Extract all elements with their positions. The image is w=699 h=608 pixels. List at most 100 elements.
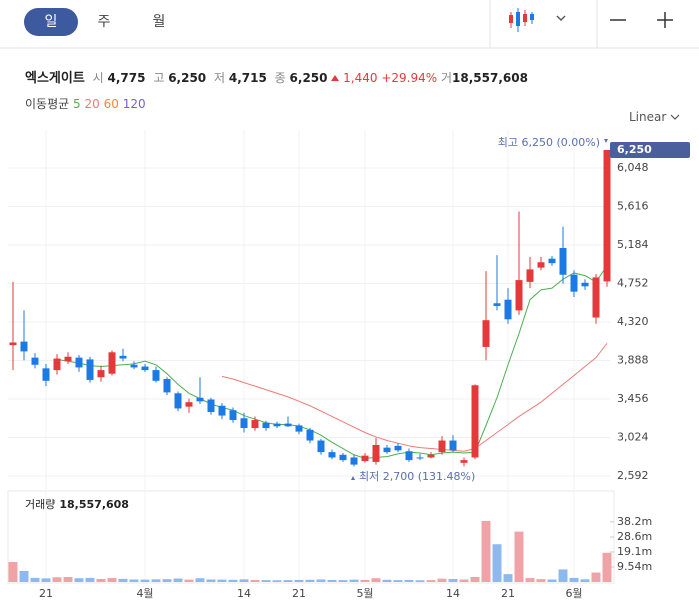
price-tag-bg [610, 141, 690, 158]
change-pct: +29.94% [381, 71, 438, 85]
x-tick-label: 21 [39, 587, 53, 600]
volume-bar [382, 579, 392, 582]
legend-item: 60 [103, 97, 119, 111]
candle-body [251, 420, 259, 429]
volume-title: 거래량 18,557,608 [25, 498, 129, 511]
candle-body [53, 358, 61, 371]
candle-body [196, 397, 204, 402]
y-tick-label: 9.54m [617, 560, 652, 573]
volume-label: 거 [440, 71, 453, 85]
volume-bar [74, 578, 84, 582]
candle-body [526, 269, 534, 282]
volume-bar [217, 579, 227, 582]
volume-bar [580, 579, 590, 582]
candle-body [108, 352, 116, 374]
tab-day[interactable]: 일 [24, 8, 78, 36]
volume-bar [272, 580, 282, 582]
quote-value: 4,775 [107, 71, 146, 85]
candle-body [42, 368, 50, 381]
chevron [670, 114, 680, 120]
candle-body [86, 359, 94, 380]
candle-body [240, 418, 248, 429]
volume-bar [371, 578, 381, 582]
volume-bar [107, 578, 117, 582]
candle-body [548, 258, 556, 264]
zoom-in[interactable] [657, 12, 673, 28]
candle-body [339, 454, 347, 461]
candle-body [416, 457, 424, 459]
volume-bar [195, 578, 205, 582]
price-tag: 6,250 [617, 143, 652, 156]
low-marker [351, 476, 355, 480]
candle-body [504, 299, 512, 320]
candle-body [31, 357, 39, 365]
candle-body [20, 341, 28, 352]
candle-body [130, 364, 138, 368]
ma-line [221, 343, 608, 452]
quote-line: 엑스게이트 시 4,775 고 6,250 저 4,715 종 6,250 1,… [25, 67, 528, 86]
volume-bar [239, 579, 249, 582]
low-annotation: 최저 2,700 (131.48%) [359, 470, 475, 483]
volume-bar [404, 579, 414, 582]
volume-bar [470, 576, 480, 582]
candle-body [218, 405, 226, 416]
tab-month[interactable]: 월 [152, 14, 166, 30]
candle-body [64, 356, 72, 362]
legend-title: 이동평균 [25, 97, 70, 111]
volume-title-label: 거래량 [25, 498, 55, 511]
volume-bar [19, 570, 29, 582]
candle-body [185, 402, 193, 407]
tab-week[interactable]: 주 [97, 14, 111, 30]
y-tick-label: 6,048 [617, 161, 649, 174]
stock-name: 엑스게이트 [25, 71, 85, 86]
candle-body [97, 370, 105, 378]
legend-item: 20 [84, 97, 100, 111]
volume-bar [338, 580, 348, 582]
candle-body [515, 280, 523, 311]
candle-body [471, 385, 479, 458]
volume-bar [448, 579, 458, 582]
candle-body [141, 366, 149, 371]
volume-bar [206, 579, 216, 582]
candle-body [295, 425, 303, 432]
y-tick-label: 5,184 [617, 238, 649, 251]
volume-title-value: 18,557,608 [59, 498, 129, 511]
y-tick-label: 3,888 [617, 353, 649, 366]
legend-item: 120 [122, 97, 146, 111]
candle-body [262, 422, 270, 429]
volume-bar [316, 579, 326, 582]
y-tick-label: 2,592 [617, 469, 649, 482]
x-tick-label: 21 [501, 587, 515, 600]
y-tick-label: 28.6m [617, 530, 652, 543]
volume-bar [228, 579, 238, 582]
y-tick-label: 4,320 [617, 315, 649, 328]
y-tick-label: 4,752 [617, 276, 649, 289]
scale-selector[interactable]: Linear [629, 110, 680, 124]
volume-bar [360, 579, 370, 582]
candle-body [361, 455, 369, 462]
y-tick-label: 38.2m [617, 515, 652, 528]
candle-body [328, 452, 336, 458]
candle-body [152, 370, 160, 381]
candle-body [537, 262, 545, 268]
y-tick-label: 3,456 [617, 392, 649, 405]
quote-label: 시 [92, 71, 104, 85]
chart-type-button[interactable] [509, 8, 566, 32]
volume-bar [393, 580, 403, 582]
candle-body [603, 149, 611, 282]
volume-bar [503, 574, 513, 582]
x-tick-label: 14 [237, 587, 251, 600]
volume-bar [283, 580, 293, 582]
quote-label: 종 [274, 71, 286, 85]
quote-value: 6,250 [168, 71, 207, 85]
candle-body [449, 440, 457, 451]
volume-bar [129, 579, 139, 582]
volume-bar [349, 579, 359, 582]
legend-item: 5 [73, 97, 81, 111]
candle-body [317, 440, 325, 453]
volume-bar [294, 579, 304, 582]
candle-body [405, 451, 413, 461]
volume-bar [52, 577, 62, 582]
quote-value: 4,715 [228, 71, 267, 85]
y-tick-label: 3,024 [617, 430, 649, 443]
